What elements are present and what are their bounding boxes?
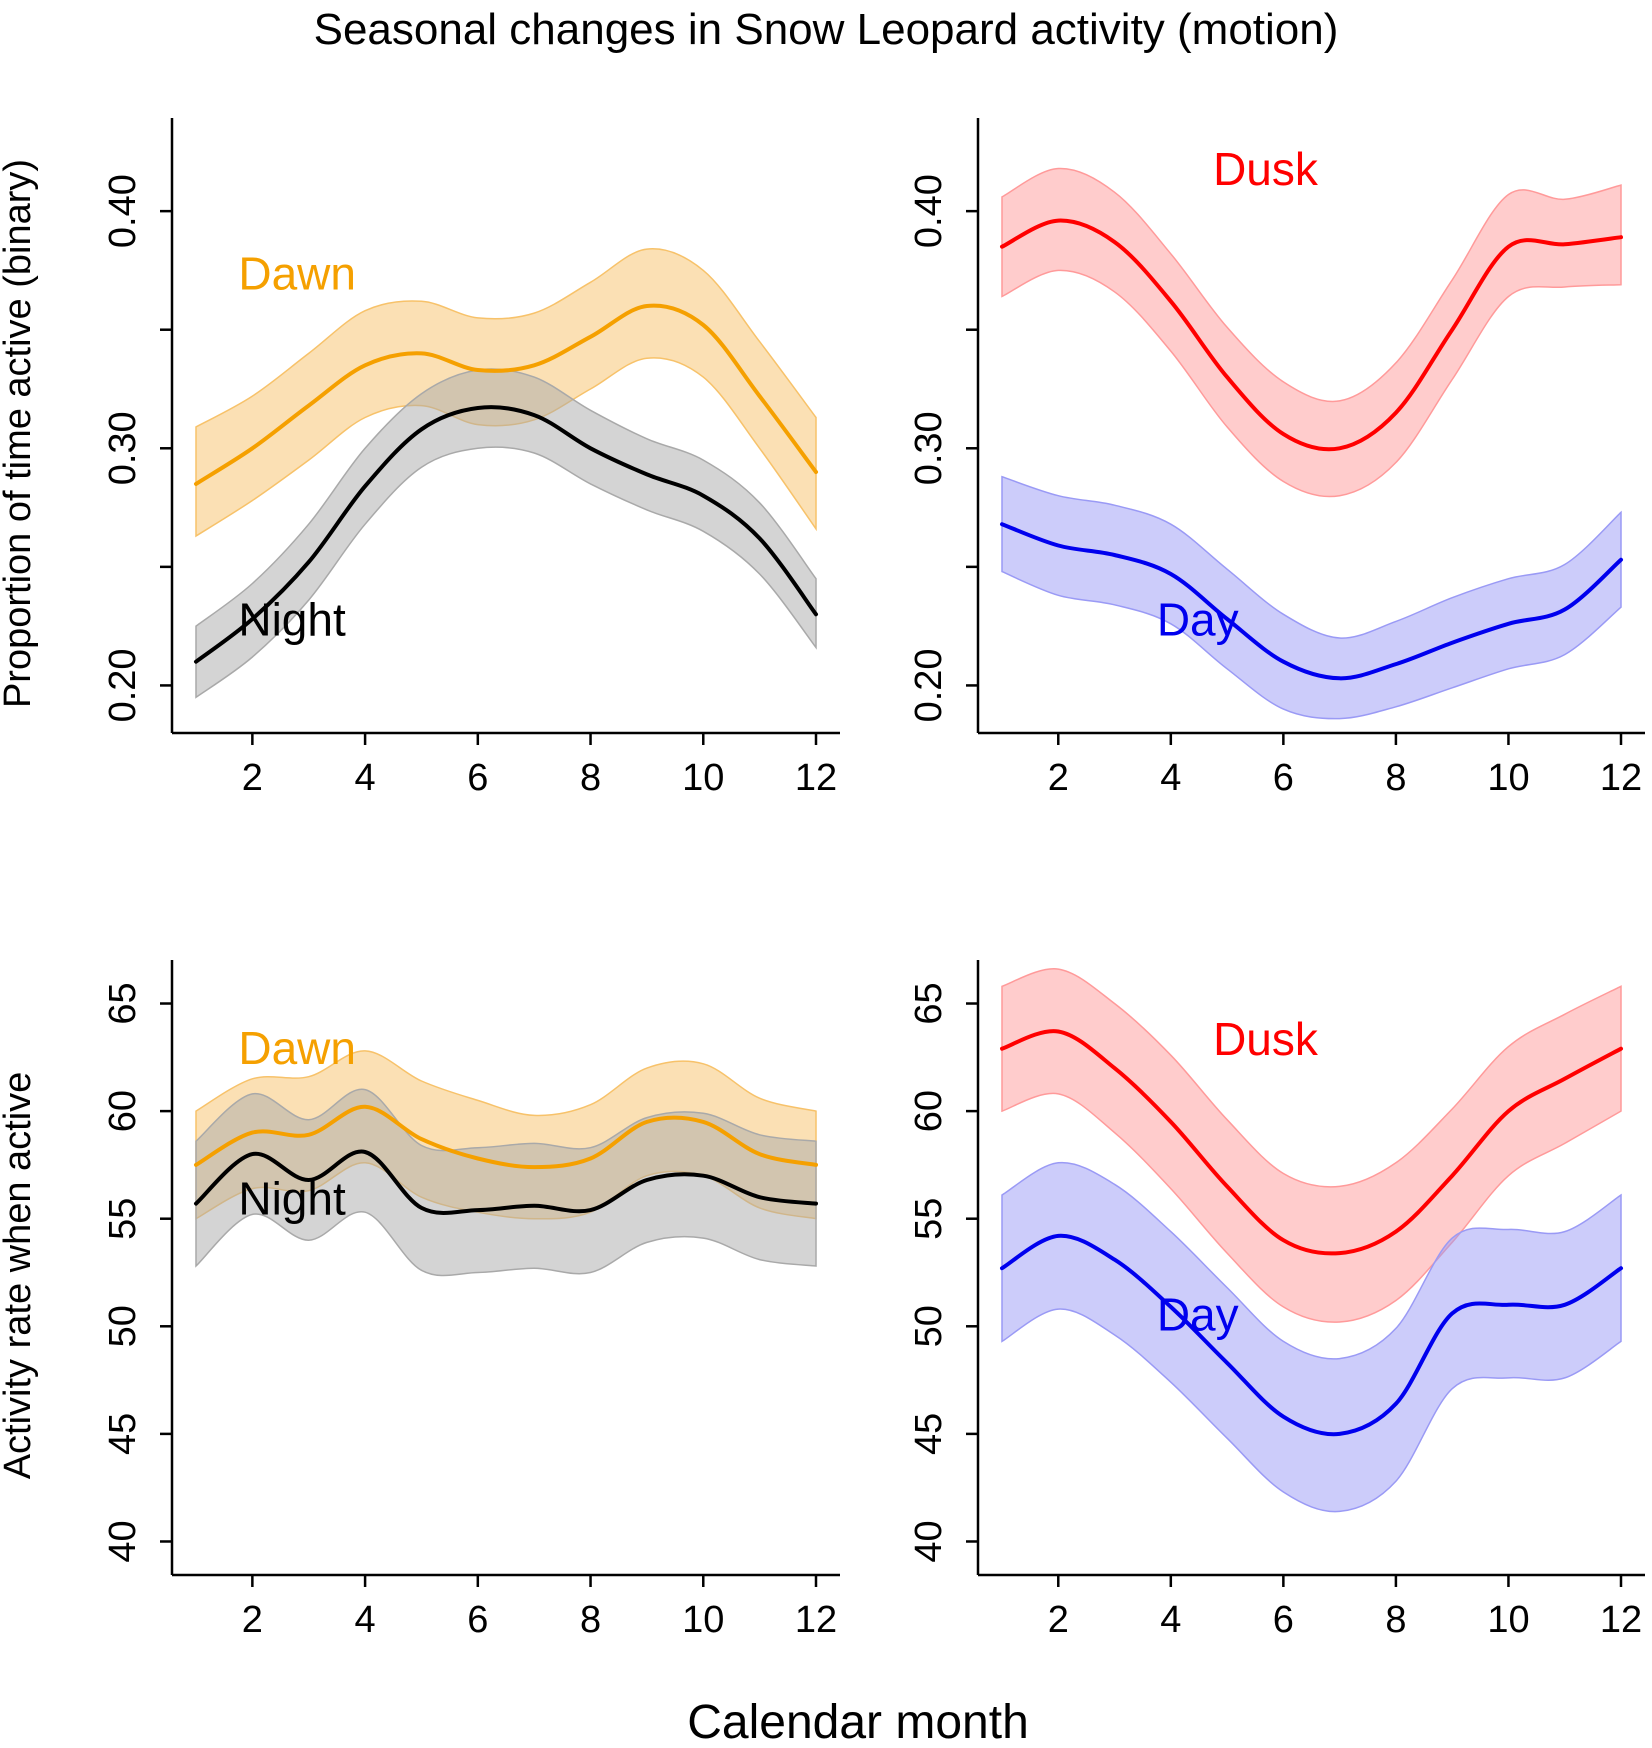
x-tick-label: 6	[467, 757, 488, 799]
y-tick-label: 60	[102, 1090, 144, 1132]
series-label-day: Day	[1157, 594, 1239, 646]
y-axis-label: Proportion of time active (binary)	[0, 159, 39, 708]
x-tick-label: 4	[355, 1599, 376, 1641]
x-tick-label: 12	[1600, 757, 1642, 799]
panel-top-right: 2 4 6 8 10 12 0.20 0.30 0.40 Dusk Day	[908, 118, 1645, 799]
confidence-band-night	[195, 1088, 817, 1277]
series-label-night: Night	[238, 1172, 346, 1224]
x-axis-label: Calendar month	[687, 1696, 1029, 1748]
series-label-day: Day	[1157, 1289, 1239, 1341]
x-tick-label: 10	[1487, 1599, 1529, 1641]
x-tick-label: 2	[242, 1599, 263, 1641]
series-label-dusk: Dusk	[1213, 143, 1319, 195]
y-tick-label: 55	[908, 1198, 950, 1240]
x-tick-label: 4	[1160, 757, 1181, 799]
x-tick-label: 6	[1273, 757, 1294, 799]
x-tick-label: 8	[1385, 757, 1406, 799]
y-axis-label: Activity rate when active	[0, 1072, 39, 1480]
x-tick-label: 10	[682, 757, 724, 799]
y-tick-label: 0.30	[908, 411, 950, 485]
x-tick-label: 8	[580, 757, 601, 799]
y-tick-label: 55	[102, 1198, 144, 1240]
y-tick-label: 50	[102, 1305, 144, 1347]
series-line-day	[1000, 522, 1623, 681]
confidence-band-day	[1001, 1161, 1622, 1513]
y-tick-label: 40	[102, 1520, 144, 1562]
confidence-band-day	[1001, 475, 1622, 720]
y-tick-label: 0.20	[102, 648, 144, 722]
y-tick-label: 50	[908, 1305, 950, 1347]
series-line-dusk	[1000, 1029, 1623, 1256]
x-tick-label: 6	[1273, 1599, 1294, 1641]
panel-bottom-left: 2 4 6 8 10 12 40 45 50 55 60 65 Activity rate when a…	[0, 960, 840, 1641]
series-label-dawn: Dawn	[238, 247, 356, 299]
y-tick-label: 0.40	[102, 174, 144, 248]
series-label-dawn: Dawn	[238, 1022, 356, 1074]
y-tick-label: 60	[908, 1090, 950, 1132]
y-tick-label: 0.20	[908, 648, 950, 722]
series-label-night: Night	[238, 594, 346, 646]
panel-bottom-right: 2 4 6 8 10 12 40 45 50 55 60 65 Dusk Day	[908, 960, 1645, 1641]
x-tick-label: 2	[1048, 1599, 1069, 1641]
figure-title: Seasonal changes in Snow Leopard activit…	[314, 5, 1339, 54]
y-tick-label: 65	[102, 982, 144, 1024]
x-tick-label: 4	[355, 757, 376, 799]
x-tick-label: 6	[467, 1599, 488, 1641]
series-line-day	[1000, 1233, 1623, 1437]
x-tick-label: 12	[1600, 1599, 1642, 1641]
y-tick-label: 45	[102, 1413, 144, 1455]
y-tick-label: 0.40	[908, 174, 950, 248]
series-line-dusk	[1000, 218, 1623, 452]
series-line-dawn	[194, 1104, 818, 1170]
x-tick-label: 8	[1385, 1599, 1406, 1641]
series-line-dawn	[194, 303, 818, 486]
y-tick-label: 65	[908, 982, 950, 1024]
x-tick-label: 10	[682, 1599, 724, 1641]
series-line-night	[194, 1149, 818, 1215]
x-tick-label: 2	[1048, 757, 1069, 799]
y-tick-label: 45	[908, 1413, 950, 1455]
series-label-dusk: Dusk	[1213, 1013, 1319, 1065]
x-tick-label: 2	[242, 757, 263, 799]
x-tick-label: 12	[795, 1599, 837, 1641]
x-tick-label: 10	[1487, 757, 1529, 799]
x-tick-label: 4	[1160, 1599, 1181, 1641]
x-tick-label: 8	[580, 1599, 601, 1641]
confidence-band-dusk	[1001, 968, 1622, 1323]
x-tick-label: 12	[795, 757, 837, 799]
y-tick-label: 40	[908, 1520, 950, 1562]
panel-top-left: 2 4 6 8 10 12 0.20 0.30 0.40 Proportion of time a…	[0, 118, 840, 799]
confidence-band-dusk	[1001, 167, 1622, 498]
series-line-night	[194, 405, 818, 664]
y-tick-label: 0.30	[102, 411, 144, 485]
